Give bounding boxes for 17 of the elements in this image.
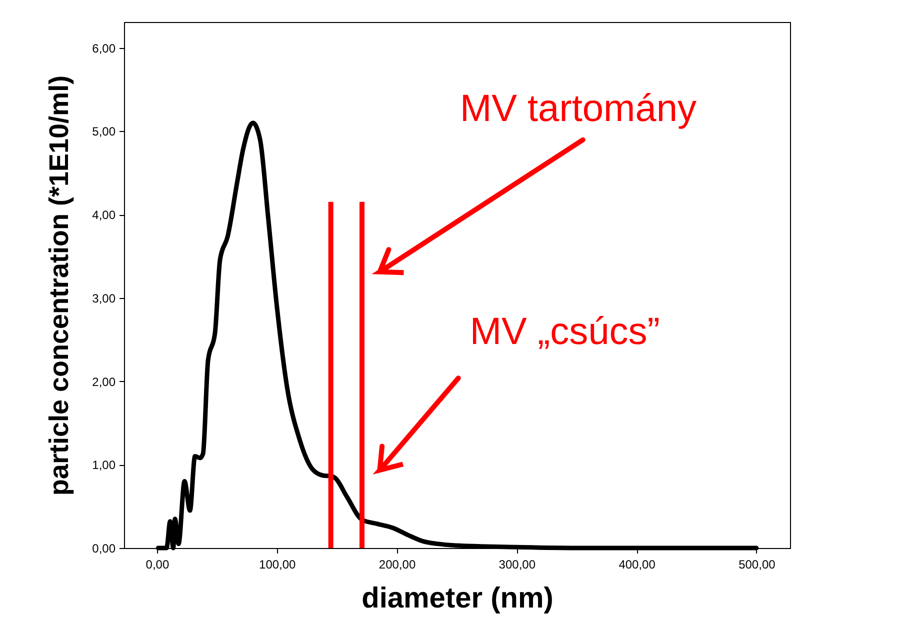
x-axis-title: diameter (nm) <box>362 582 554 614</box>
y-tick-label: 3,00 <box>92 291 116 306</box>
x-tick-label: 500,00 <box>738 558 776 572</box>
y-tick-label: 2,00 <box>92 374 116 389</box>
x-tick-label: 300,00 <box>498 558 536 572</box>
y-axis-title: particle concentration (*1E10/ml) <box>44 75 74 496</box>
y-tick-label: 6,00 <box>92 41 116 56</box>
annotation: MV „csúcs” <box>470 310 660 353</box>
x-tick-label: 400,00 <box>618 558 656 572</box>
x-tick-label: 0,00 <box>146 558 170 572</box>
y-tick-label: 0,00 <box>92 542 116 556</box>
x-tick-label: 200,00 <box>378 558 416 572</box>
annotation: MV tartomány <box>460 88 696 130</box>
y-tick-label: 4,00 <box>92 208 116 222</box>
y-tick-label: 1,00 <box>92 458 116 472</box>
y-tick-label: 5,00 <box>92 124 116 139</box>
x-tick-label: 100,00 <box>259 558 296 572</box>
